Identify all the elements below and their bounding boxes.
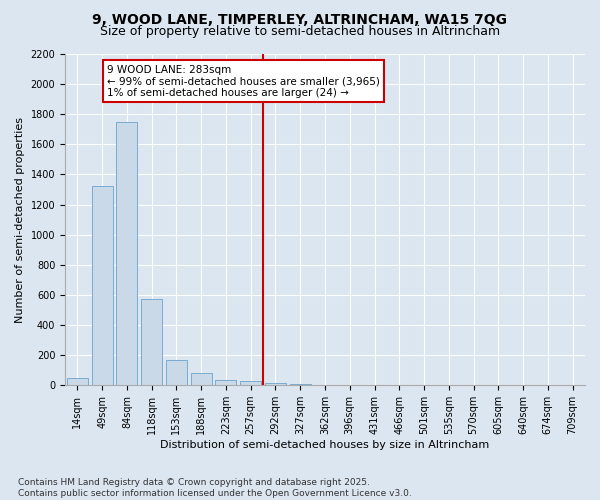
Bar xyxy=(265,383,286,385)
Bar xyxy=(92,186,113,385)
Bar xyxy=(166,360,187,385)
X-axis label: Distribution of semi-detached houses by size in Altrincham: Distribution of semi-detached houses by … xyxy=(160,440,490,450)
Text: 9 WOOD LANE: 283sqm
← 99% of semi-detached houses are smaller (3,965)
1% of semi: 9 WOOD LANE: 283sqm ← 99% of semi-detach… xyxy=(107,64,380,98)
Bar xyxy=(116,122,137,385)
Bar xyxy=(290,384,311,385)
Text: Size of property relative to semi-detached houses in Altrincham: Size of property relative to semi-detach… xyxy=(100,25,500,38)
Bar xyxy=(67,378,88,385)
Bar xyxy=(141,300,162,385)
Bar xyxy=(191,373,212,385)
Bar xyxy=(240,382,261,385)
Y-axis label: Number of semi-detached properties: Number of semi-detached properties xyxy=(15,116,25,322)
Bar xyxy=(215,380,236,385)
Text: 9, WOOD LANE, TIMPERLEY, ALTRINCHAM, WA15 7QG: 9, WOOD LANE, TIMPERLEY, ALTRINCHAM, WA1… xyxy=(92,12,508,26)
Text: Contains HM Land Registry data © Crown copyright and database right 2025.
Contai: Contains HM Land Registry data © Crown c… xyxy=(18,478,412,498)
